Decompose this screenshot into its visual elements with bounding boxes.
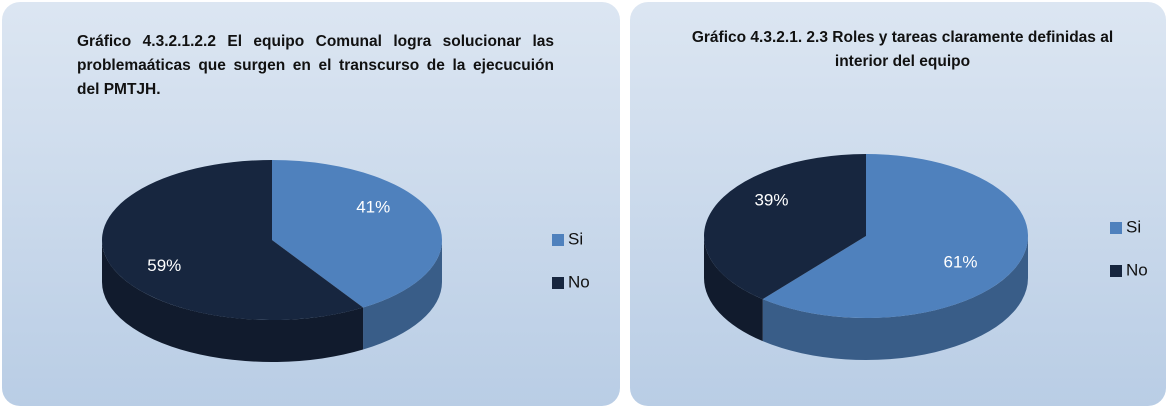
pie-side xyxy=(102,240,364,362)
pie-slice xyxy=(272,160,443,308)
chart-title: Gráfico 4.3.2.1. 2.3 Roles y tareas clar… xyxy=(691,29,1114,70)
data-label: 39% xyxy=(754,190,788,209)
pie-slice xyxy=(762,154,1028,319)
legend-swatch xyxy=(552,234,564,246)
pie-side xyxy=(762,236,1028,360)
legend-label: Si xyxy=(1126,217,1141,236)
legend-label: Si xyxy=(568,229,583,248)
legend-label: No xyxy=(1126,260,1148,279)
legend-swatch xyxy=(1110,265,1122,277)
data-label: 41% xyxy=(356,198,390,217)
data-label: 59% xyxy=(147,256,181,275)
pie-slice xyxy=(703,154,866,300)
data-label: 61% xyxy=(943,253,977,272)
pie-side xyxy=(704,236,763,342)
pie-slice xyxy=(101,160,364,320)
legend-swatch xyxy=(1110,222,1122,234)
legend-label: No xyxy=(568,272,590,291)
legend-swatch xyxy=(552,277,564,289)
chart-title: Gráfico 4.3.2.1.2.2 El equipo Comunal lo… xyxy=(77,33,554,98)
pie-side xyxy=(363,240,442,350)
